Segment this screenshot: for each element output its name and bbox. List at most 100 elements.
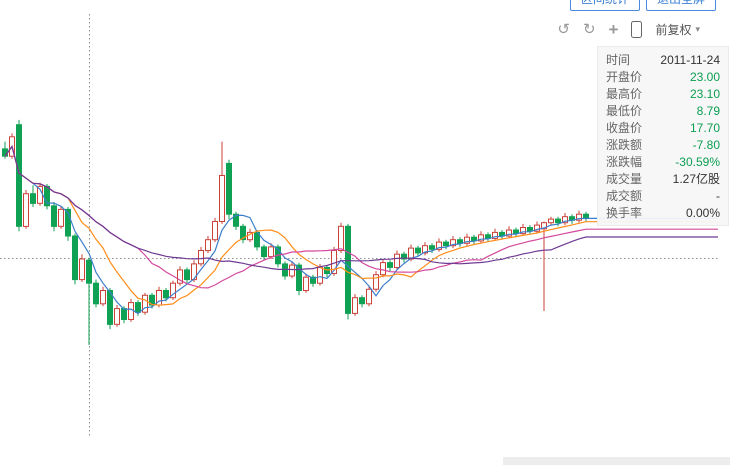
candle-up [289,264,295,277]
candle-up [219,175,225,222]
candle-down [555,218,561,224]
candle-up [520,227,526,235]
tooltip-rows: 时间 2011-11-24 开盘价 23.00 最高价 23.10 最低价 8.79 收盘价 17… [598,51,728,221]
redo-icon[interactable]: ↻ [582,21,596,38]
candle-down [2,148,8,157]
mobile-icon[interactable] [631,21,643,38]
tooltip-row-value: - [716,188,720,203]
tooltip-row: 涨跌幅 -30.59% [598,153,728,170]
adjustment-label: 前复权 [655,23,692,37]
candle-up [541,222,547,230]
candle-up [534,224,540,232]
tooltip-row: 成交额 - [598,187,728,204]
candle-up [170,282,176,299]
candle-up [373,274,379,290]
candle-up [268,246,274,258]
candle-up [464,236,470,244]
candle-up [198,250,204,265]
tooltip-row: 涨跌额 -7.80 [598,136,728,153]
candle-down [16,124,22,227]
candle-down [163,290,169,299]
candle-down [184,269,190,281]
tooltip-row-label: 成交额 [606,188,643,203]
adjustment-dropdown[interactable]: 前复权 ▾ [655,21,700,38]
candle-down [387,262,393,268]
candle-down [583,213,589,219]
candle-up [548,218,554,224]
candle-up [23,193,29,227]
candle-up [450,239,456,247]
candle-down [443,241,449,247]
tooltip-row-value: 23.10 [689,86,720,101]
candle-up [79,258,85,281]
tooltip-row: 开盘价 23.00 [598,68,728,85]
candle-up [478,234,484,242]
tooltip-row-value: 17.70 [689,120,720,135]
candle-up [576,213,582,221]
candle-up [212,221,218,241]
candle-up [338,225,344,252]
candle-up [506,229,512,237]
tooltip-row-value: -7.80 [692,137,720,152]
tooltip-row-label: 成交量 [606,171,643,186]
tooltip-row: 收盘价 17.70 [598,119,728,136]
candle-down [121,308,127,321]
tooltip-row-value: 1.27亿股 [672,171,720,186]
hover-tooltip: 时间 2011-11-24 开盘价 23.00 最高价 23.10 最低价 8.79 收盘价 17… [597,46,729,226]
candle-down [310,276,316,284]
candle-up [317,267,323,284]
candle-down [240,225,246,241]
exit-fullscreen-button[interactable]: 退出全屏 [645,0,716,11]
tooltip-row: 最高价 23.10 [598,85,728,102]
candle-up [205,239,211,252]
candle-up [58,208,64,227]
candle-down [72,235,78,281]
ma-line-ma10 [4,145,718,306]
tooltip-row-label: 换手率 [606,205,643,220]
scrollbar-horizontal[interactable] [503,457,730,465]
candle-up [366,288,372,305]
candle-up [114,308,120,325]
undo-icon[interactable]: ↺ [557,21,570,38]
ma-line-ma30 [4,145,718,271]
candle-down [345,225,351,314]
candle-up [142,294,148,313]
candle-down [107,290,113,325]
tooltip-row-label: 涨跌幅 [606,154,643,169]
ma-line-ma5 [4,145,718,315]
candle-down [30,193,36,204]
interval-stats-button[interactable]: 区间统计 [569,0,640,11]
candle-down [457,239,463,244]
candle-down [261,246,267,258]
candle-down [226,162,232,215]
tooltip-row-value: 8.79 [696,103,720,118]
tooltip-row: 成交量 1.27亿股 [598,170,728,187]
candle-down [401,253,407,260]
tooltip-row-label: 最低价 [606,103,643,118]
chart-toolbar: ↺ ↻ + 前复权 ▾ [557,21,700,38]
tooltip-row-value: 23.00 [689,69,720,84]
tooltip-row: 时间 2011-11-24 [598,51,728,68]
tooltip-row-label: 最高价 [606,86,643,101]
tooltip-row-label: 开盘价 [606,69,643,84]
candle-up [352,297,358,314]
candle-down [415,247,421,254]
candle-down [429,245,435,250]
candle-up [100,290,106,305]
plus-icon[interactable]: + [608,20,619,39]
candle-down [296,264,302,292]
candle-down [65,208,71,237]
tooltip-row: 最低价 8.79 [598,102,728,119]
candle-up [436,241,442,250]
candle-up [422,245,428,254]
candle-down [51,205,57,227]
tooltip-row-value: 2011-11-24 [660,52,720,67]
chevron-down-icon: ▾ [695,24,700,34]
candle-up [394,253,400,268]
tooltip-row-label: 收盘价 [606,120,643,135]
candle-up [562,216,568,224]
tooltip-row-value: -30.59% [675,154,720,169]
candle-down [359,297,365,305]
